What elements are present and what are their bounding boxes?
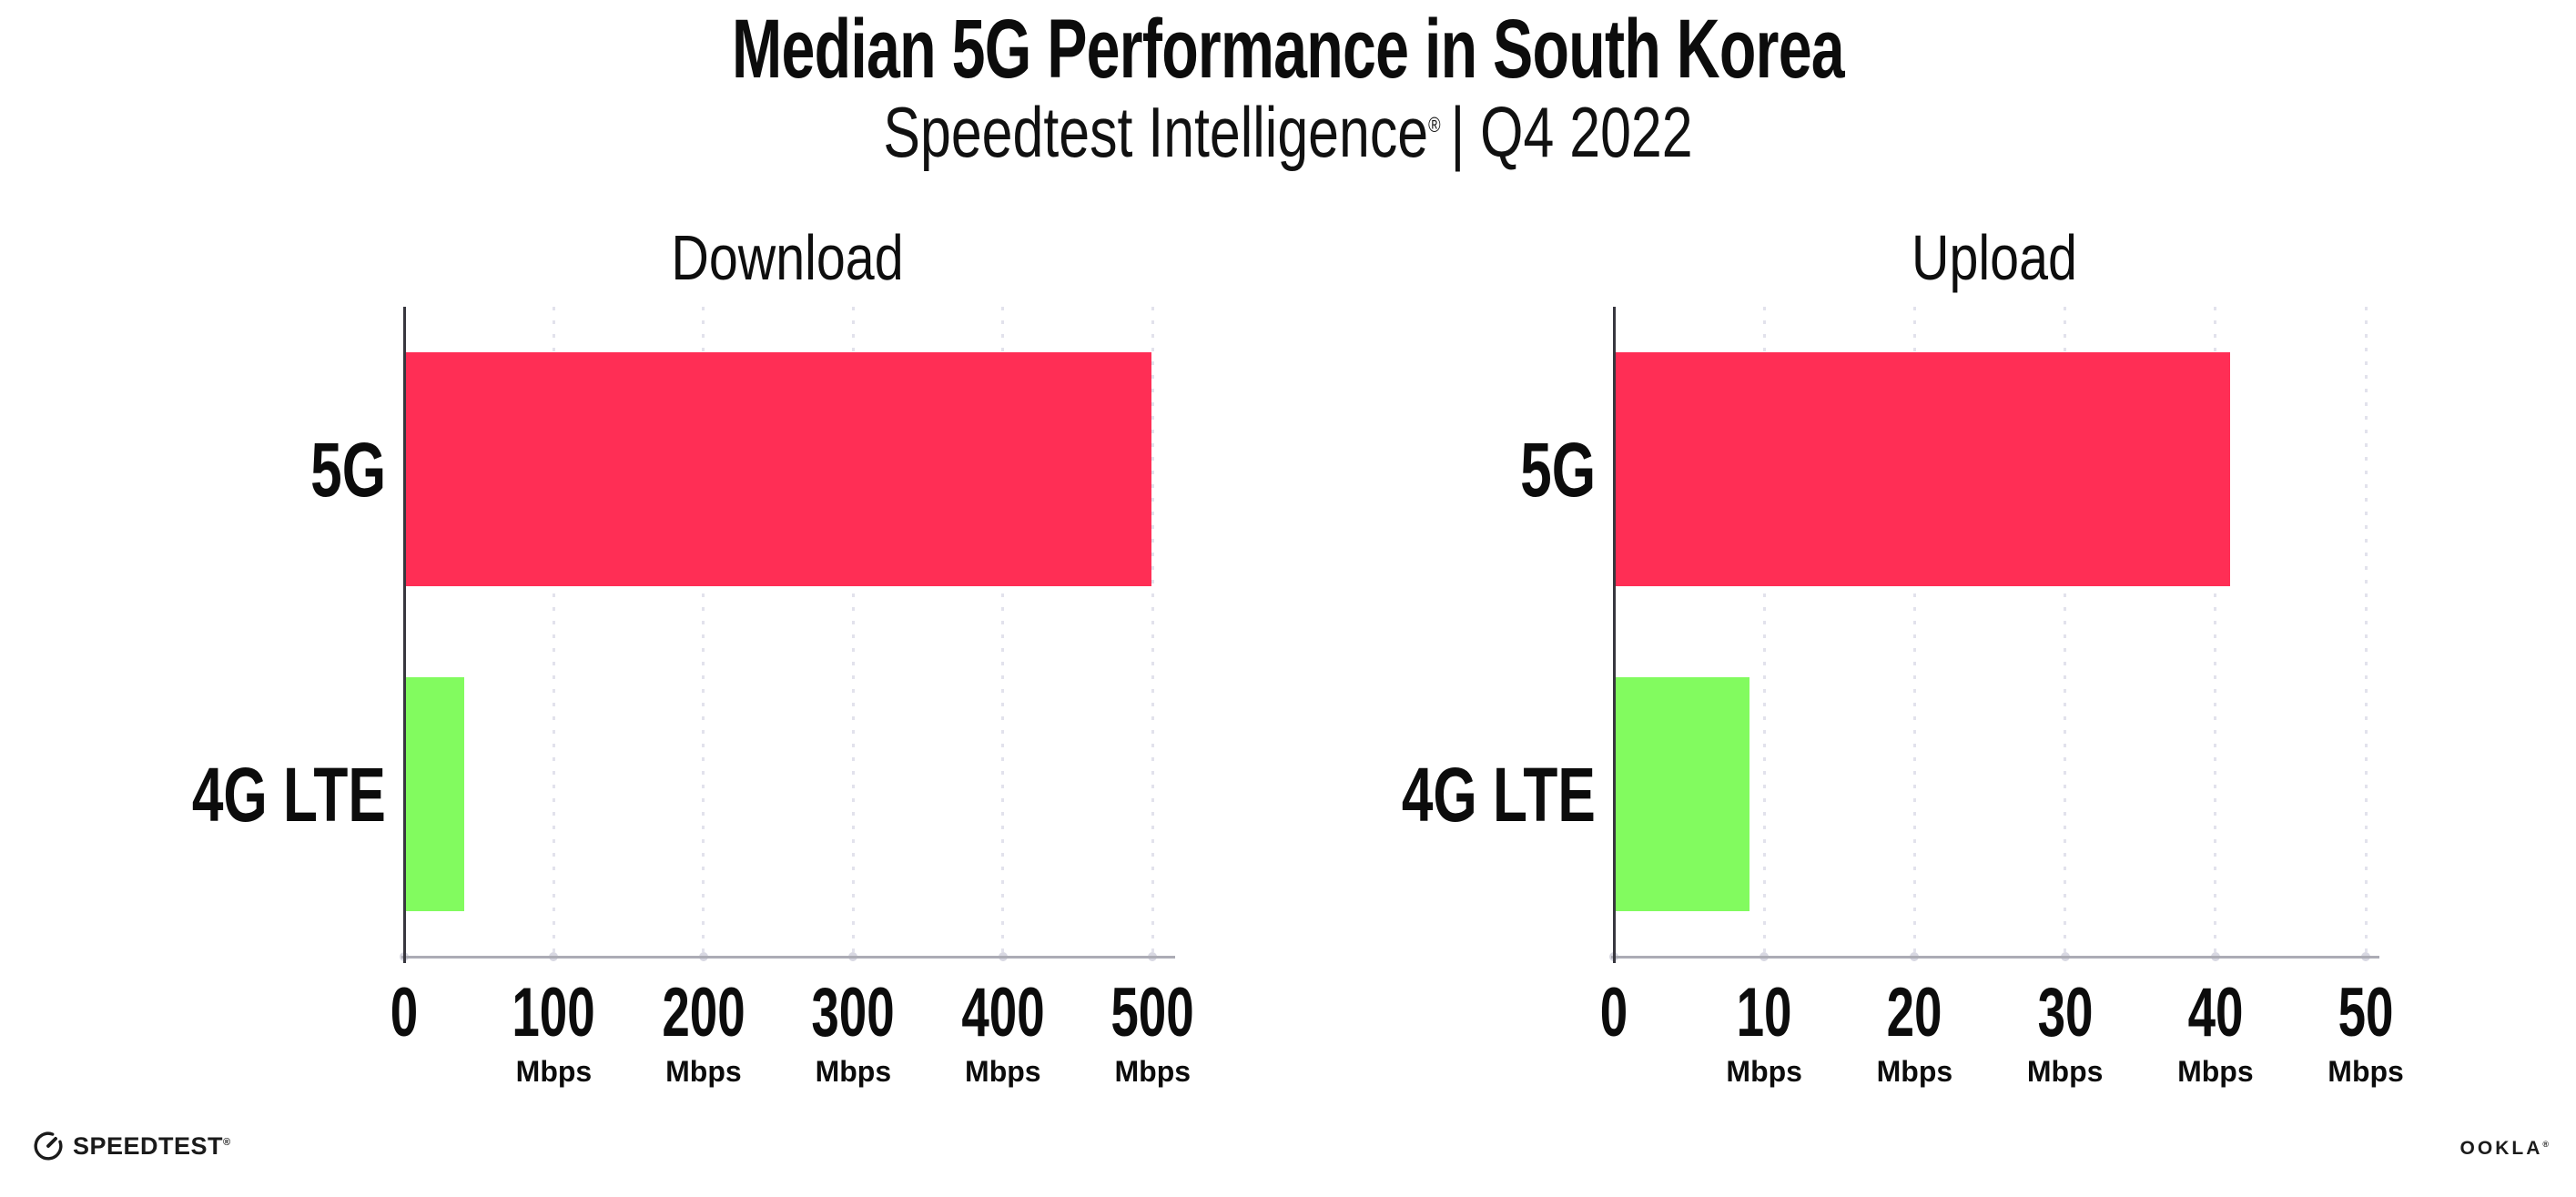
x-tick-label-30: 30 Mbps	[2026, 974, 2104, 1088]
x-tick-label-300: 300 Mbps	[796, 974, 911, 1088]
x-tick-value: 300	[811, 974, 896, 1051]
registered-mark: ®	[2542, 1140, 2549, 1149]
x-tick-value: 10	[1736, 974, 1792, 1051]
gridline-400	[1001, 307, 1005, 957]
x-tick-value: 0	[390, 974, 419, 1051]
bar-download-5g	[404, 351, 1151, 586]
gridline-500	[1151, 307, 1154, 957]
x-tick-unit: Mbps	[2026, 1055, 2104, 1088]
x-tick-unit: Mbps	[1726, 1055, 1802, 1088]
gridline-20	[1912, 307, 1916, 957]
x-tick-value: 40	[2187, 974, 2244, 1051]
gridline-200	[702, 307, 705, 957]
upload-chart-title: Upload	[1912, 222, 2077, 293]
x-tick-unit: Mbps	[2328, 1055, 2404, 1088]
ookla-logo: OOKLA®	[2460, 1138, 2549, 1160]
speedtest-gauge-icon	[33, 1131, 64, 1161]
category-label-4g-lte: 4G LTE	[192, 751, 386, 837]
download-chart: Download 0 100 Mbps 200 Mbps 300 Mbps 400 Mbps 50…	[192, 218, 1353, 1111]
speedtest-logo: SPEEDTEST®	[33, 1131, 231, 1161]
gridline-30	[2064, 307, 2067, 957]
x-tick-label-0: 0	[1595, 979, 1633, 1048]
x-tick-label-100: 100 Mbps	[496, 974, 612, 1088]
subtitle-period: | Q4 2022	[1450, 92, 1693, 172]
x-tick-label-20: 20 Mbps	[1876, 974, 1953, 1088]
x-tick-value: 200	[662, 974, 745, 1051]
x-tick-unit: Mbps	[665, 1055, 742, 1088]
x-tick-value: 20	[1886, 974, 1942, 1051]
x-tick-label-40: 40 Mbps	[2177, 974, 2255, 1088]
category-label-5g: 5G	[1520, 426, 1596, 512]
gridline-10	[1762, 307, 1766, 957]
gridline-40	[2214, 307, 2217, 957]
x-tick-unit: Mbps	[815, 1055, 892, 1088]
speedtest-wordmark: SPEEDTEST®	[73, 1131, 231, 1160]
upload-chart: Upload 0 10 Mbps 20 Mbps 30 Mbps 40 Mbps 50 Mbps 5G…	[1402, 218, 2557, 1111]
y-axis-line	[403, 307, 406, 964]
gridline-100	[552, 307, 555, 957]
x-tick-value: 0	[1599, 974, 1628, 1051]
x-tick-label-0: 0	[385, 979, 423, 1048]
upload-plot-area: 0 10 Mbps 20 Mbps 30 Mbps 40 Mbps 50 Mbps 5G 4G LTE	[1402, 307, 2404, 1086]
x-tick-value: 30	[2037, 974, 2094, 1051]
category-label-5g: 5G	[310, 426, 386, 512]
x-tick-value: 50	[2338, 974, 2394, 1051]
x-axis-line	[1611, 956, 2379, 959]
gridline-300	[851, 307, 855, 957]
x-tick-label-10: 10 Mbps	[1726, 974, 1803, 1088]
registered-mark: ®	[223, 1136, 231, 1148]
bar-upload-5g	[1614, 351, 2231, 586]
x-tick-value: 400	[961, 974, 1045, 1051]
subtitle-brand: Speedtest Intelligence	[883, 92, 1429, 172]
x-tick-label-200: 200 Mbps	[646, 974, 762, 1088]
x-tick-unit: Mbps	[2177, 1055, 2254, 1088]
page-title: Median 5G Performance in South Korea	[732, 3, 1845, 96]
page-subtitle: Speedtest Intelligence® | Q4 2022	[283, 96, 2292, 167]
x-axis-line	[401, 956, 1175, 959]
bar-upload-4g-lte	[1614, 676, 1749, 911]
y-axis-line	[1613, 307, 1616, 964]
bar-download-4g-lte	[404, 676, 464, 911]
x-tick-value: 100	[512, 974, 596, 1051]
x-tick-unit: Mbps	[965, 1055, 1041, 1088]
gridline-50	[2364, 307, 2368, 957]
x-tick-label-400: 400 Mbps	[945, 974, 1060, 1088]
registered-mark: ®	[1428, 113, 1441, 137]
download-chart-title: Download	[671, 222, 904, 293]
x-tick-unit: Mbps	[515, 1055, 593, 1088]
ookla-wordmark: OOKLA	[2459, 1138, 2543, 1159]
x-tick-unit: Mbps	[1876, 1055, 1953, 1088]
x-tick-label-500: 500 Mbps	[1095, 974, 1211, 1088]
x-tick-value: 500	[1111, 974, 1194, 1051]
x-tick-label-50: 50 Mbps	[2328, 974, 2405, 1088]
x-tick-unit: Mbps	[1114, 1055, 1192, 1088]
category-label-4g-lte: 4G LTE	[1402, 751, 1596, 837]
download-plot-area: 0 100 Mbps 200 Mbps 300 Mbps 400 Mbps 500 Mbps 5G 4G…	[192, 307, 1194, 1086]
